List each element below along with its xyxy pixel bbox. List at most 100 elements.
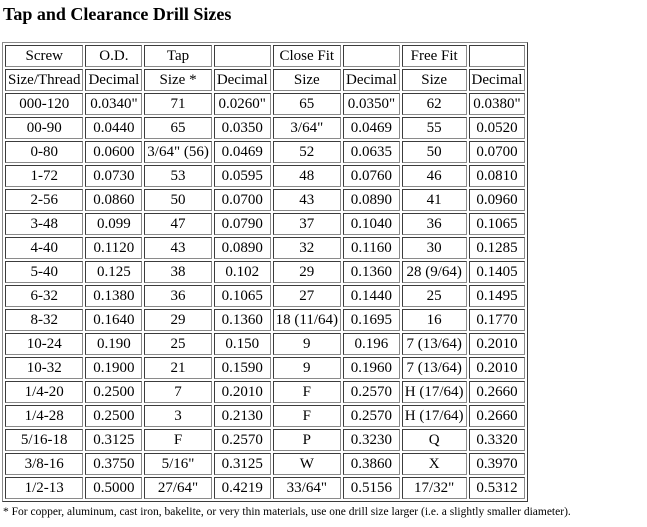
- free-fit-size-cell: 30: [401, 237, 467, 259]
- tap-size-cell: 47: [144, 213, 212, 235]
- tap-size-cell: 65: [144, 117, 212, 139]
- table-row: 10-32 0.1900 21 0.1590 9 0.1960 7 (13/64) 0.201…: [5, 357, 526, 379]
- od-decimal-cell: 0.0440: [85, 117, 143, 139]
- drill-size-table: Screw O.D. Tap Close Fit Free Fit Size/Thread…: [2, 42, 529, 502]
- close-fit-size-cell: P: [272, 429, 341, 451]
- free-fit-decimal-cell: 0.1065: [468, 213, 526, 235]
- tap-decimal-cell: 0.0469: [213, 141, 271, 163]
- tap-size-cell: F: [144, 429, 212, 451]
- free-fit-size-cell: Free Fit: [401, 45, 467, 67]
- free-fit-size-cell: 25: [401, 285, 467, 307]
- close-fit-decimal-cell: Decimal: [342, 69, 400, 91]
- close-fit-size-cell: 37: [272, 213, 341, 235]
- screw-size-cell: 8-32: [5, 309, 84, 331]
- tap-size-cell: 3: [144, 405, 212, 427]
- close-fit-size-cell: 9: [272, 357, 341, 379]
- close-fit-decimal-cell: 0.0635: [342, 141, 400, 163]
- free-fit-size-cell: 50: [401, 141, 467, 163]
- table-row: 1/4-28 0.2500 3 0.2130 F 0.2570 H (17/64) 0.266…: [5, 405, 526, 427]
- free-fit-size-cell: X: [401, 453, 467, 475]
- free-fit-size-cell: 28 (9/64): [401, 261, 467, 283]
- table-row: 00-90 0.0440 65 0.0350 3/64" 0.0469 55 0.0520: [5, 117, 526, 139]
- screw-size-cell: 1/4-20: [5, 381, 84, 403]
- free-fit-decimal-cell: 0.0380": [468, 93, 526, 115]
- close-fit-decimal-cell: 0.0350": [342, 93, 400, 115]
- od-decimal-cell: 0.0730: [85, 165, 143, 187]
- table-row: 1-72 0.0730 53 0.0595 48 0.0760 46 0.0810: [5, 165, 526, 187]
- tap-size-cell: 7: [144, 381, 212, 403]
- free-fit-decimal-cell: 0.1285: [468, 237, 526, 259]
- free-fit-size-cell: 46: [401, 165, 467, 187]
- od-decimal-cell: 0.1900: [85, 357, 143, 379]
- screw-size-cell: 0-80: [5, 141, 84, 163]
- free-fit-size-cell: 16: [401, 309, 467, 331]
- od-decimal-cell: 0.1640: [85, 309, 143, 331]
- table-row: 6-32 0.1380 36 0.1065 27 0.1440 25 0.1495: [5, 285, 526, 307]
- close-fit-size-cell: 48: [272, 165, 341, 187]
- screw-size-cell: 000-120: [5, 93, 84, 115]
- close-fit-decimal-cell: 0.3230: [342, 429, 400, 451]
- free-fit-decimal-cell: 0.1770: [468, 309, 526, 331]
- free-fit-size-cell: 41: [401, 189, 467, 211]
- free-fit-decimal-cell: 0.1405: [468, 261, 526, 283]
- close-fit-size-cell: W: [272, 453, 341, 475]
- tap-decimal-cell: 0.0790: [213, 213, 271, 235]
- tap-decimal-cell: 0.0260": [213, 93, 271, 115]
- tap-decimal-cell: 0.102: [213, 261, 271, 283]
- od-decimal-cell: 0.099: [85, 213, 143, 235]
- table-row: 1/4-20 0.2500 7 0.2010 F 0.2570 H (17/64) 0.266…: [5, 381, 526, 403]
- tap-decimal-cell: 0.4219: [213, 477, 271, 499]
- close-fit-decimal-cell: 0.1040: [342, 213, 400, 235]
- close-fit-size-cell: 18 (11/64): [272, 309, 341, 331]
- tap-decimal-cell: [213, 45, 271, 67]
- od-decimal-cell: 0.0340": [85, 93, 143, 115]
- tap-size-cell: 53: [144, 165, 212, 187]
- close-fit-size-cell: 33/64": [272, 477, 341, 499]
- free-fit-size-cell: 62: [401, 93, 467, 115]
- free-fit-decimal-cell: 0.1495: [468, 285, 526, 307]
- close-fit-decimal-cell: 0.3860: [342, 453, 400, 475]
- tap-size-cell: 43: [144, 237, 212, 259]
- close-fit-decimal-cell: 0.1695: [342, 309, 400, 331]
- od-decimal-cell: 0.2500: [85, 381, 143, 403]
- close-fit-size-cell: 9: [272, 333, 341, 355]
- table-row: 4-40 0.1120 43 0.0890 32 0.1160 30 0.1285: [5, 237, 526, 259]
- tap-size-cell: Size *: [144, 69, 212, 91]
- free-fit-decimal-cell: 0.2010: [468, 333, 526, 355]
- tap-decimal-cell: 0.0595: [213, 165, 271, 187]
- tap-decimal-cell: 0.0700: [213, 189, 271, 211]
- free-fit-decimal-cell: 0.3320: [468, 429, 526, 451]
- od-decimal-cell: O.D.: [85, 45, 143, 67]
- screw-size-cell: 10-24: [5, 333, 84, 355]
- tap-decimal-cell: 0.2570: [213, 429, 271, 451]
- tap-size-cell: 38: [144, 261, 212, 283]
- tap-decimal-cell: 0.2010: [213, 381, 271, 403]
- close-fit-decimal-cell: 0.0469: [342, 117, 400, 139]
- close-fit-size-cell: F: [272, 381, 341, 403]
- close-fit-decimal-cell: 0.196: [342, 333, 400, 355]
- tap-size-cell: 36: [144, 285, 212, 307]
- free-fit-decimal-cell: 0.2660: [468, 381, 526, 403]
- free-fit-decimal-cell: 0.2010: [468, 357, 526, 379]
- screw-size-cell: 1/4-28: [5, 405, 84, 427]
- free-fit-size-cell: 7 (13/64): [401, 333, 467, 355]
- tap-size-cell: 5/16": [144, 453, 212, 475]
- close-fit-size-cell: Size: [272, 69, 341, 91]
- close-fit-size-cell: 65: [272, 93, 341, 115]
- screw-size-cell: 4-40: [5, 237, 84, 259]
- table-row: 3-48 0.099 47 0.0790 37 0.1040 36 0.1065: [5, 213, 526, 235]
- tap-size-cell: 50: [144, 189, 212, 211]
- table-row: 10-24 0.190 25 0.150 9 0.196 7 (13/64) 0.2010: [5, 333, 526, 355]
- free-fit-decimal-cell: 0.3970: [468, 453, 526, 475]
- close-fit-size-cell: 32: [272, 237, 341, 259]
- od-decimal-cell: 0.1120: [85, 237, 143, 259]
- tap-decimal-cell: 0.150: [213, 333, 271, 355]
- tap-decimal-cell: 0.0890: [213, 237, 271, 259]
- screw-size-cell: Size/Thread: [5, 69, 84, 91]
- close-fit-decimal-cell: 0.5156: [342, 477, 400, 499]
- screw-size-cell: 00-90: [5, 117, 84, 139]
- screw-size-cell: 1-72: [5, 165, 84, 187]
- table-row: 5-40 0.125 38 0.102 29 0.1360 28 (9/64) 0.1405: [5, 261, 526, 283]
- screw-size-cell: 5-40: [5, 261, 84, 283]
- tap-size-cell: 21: [144, 357, 212, 379]
